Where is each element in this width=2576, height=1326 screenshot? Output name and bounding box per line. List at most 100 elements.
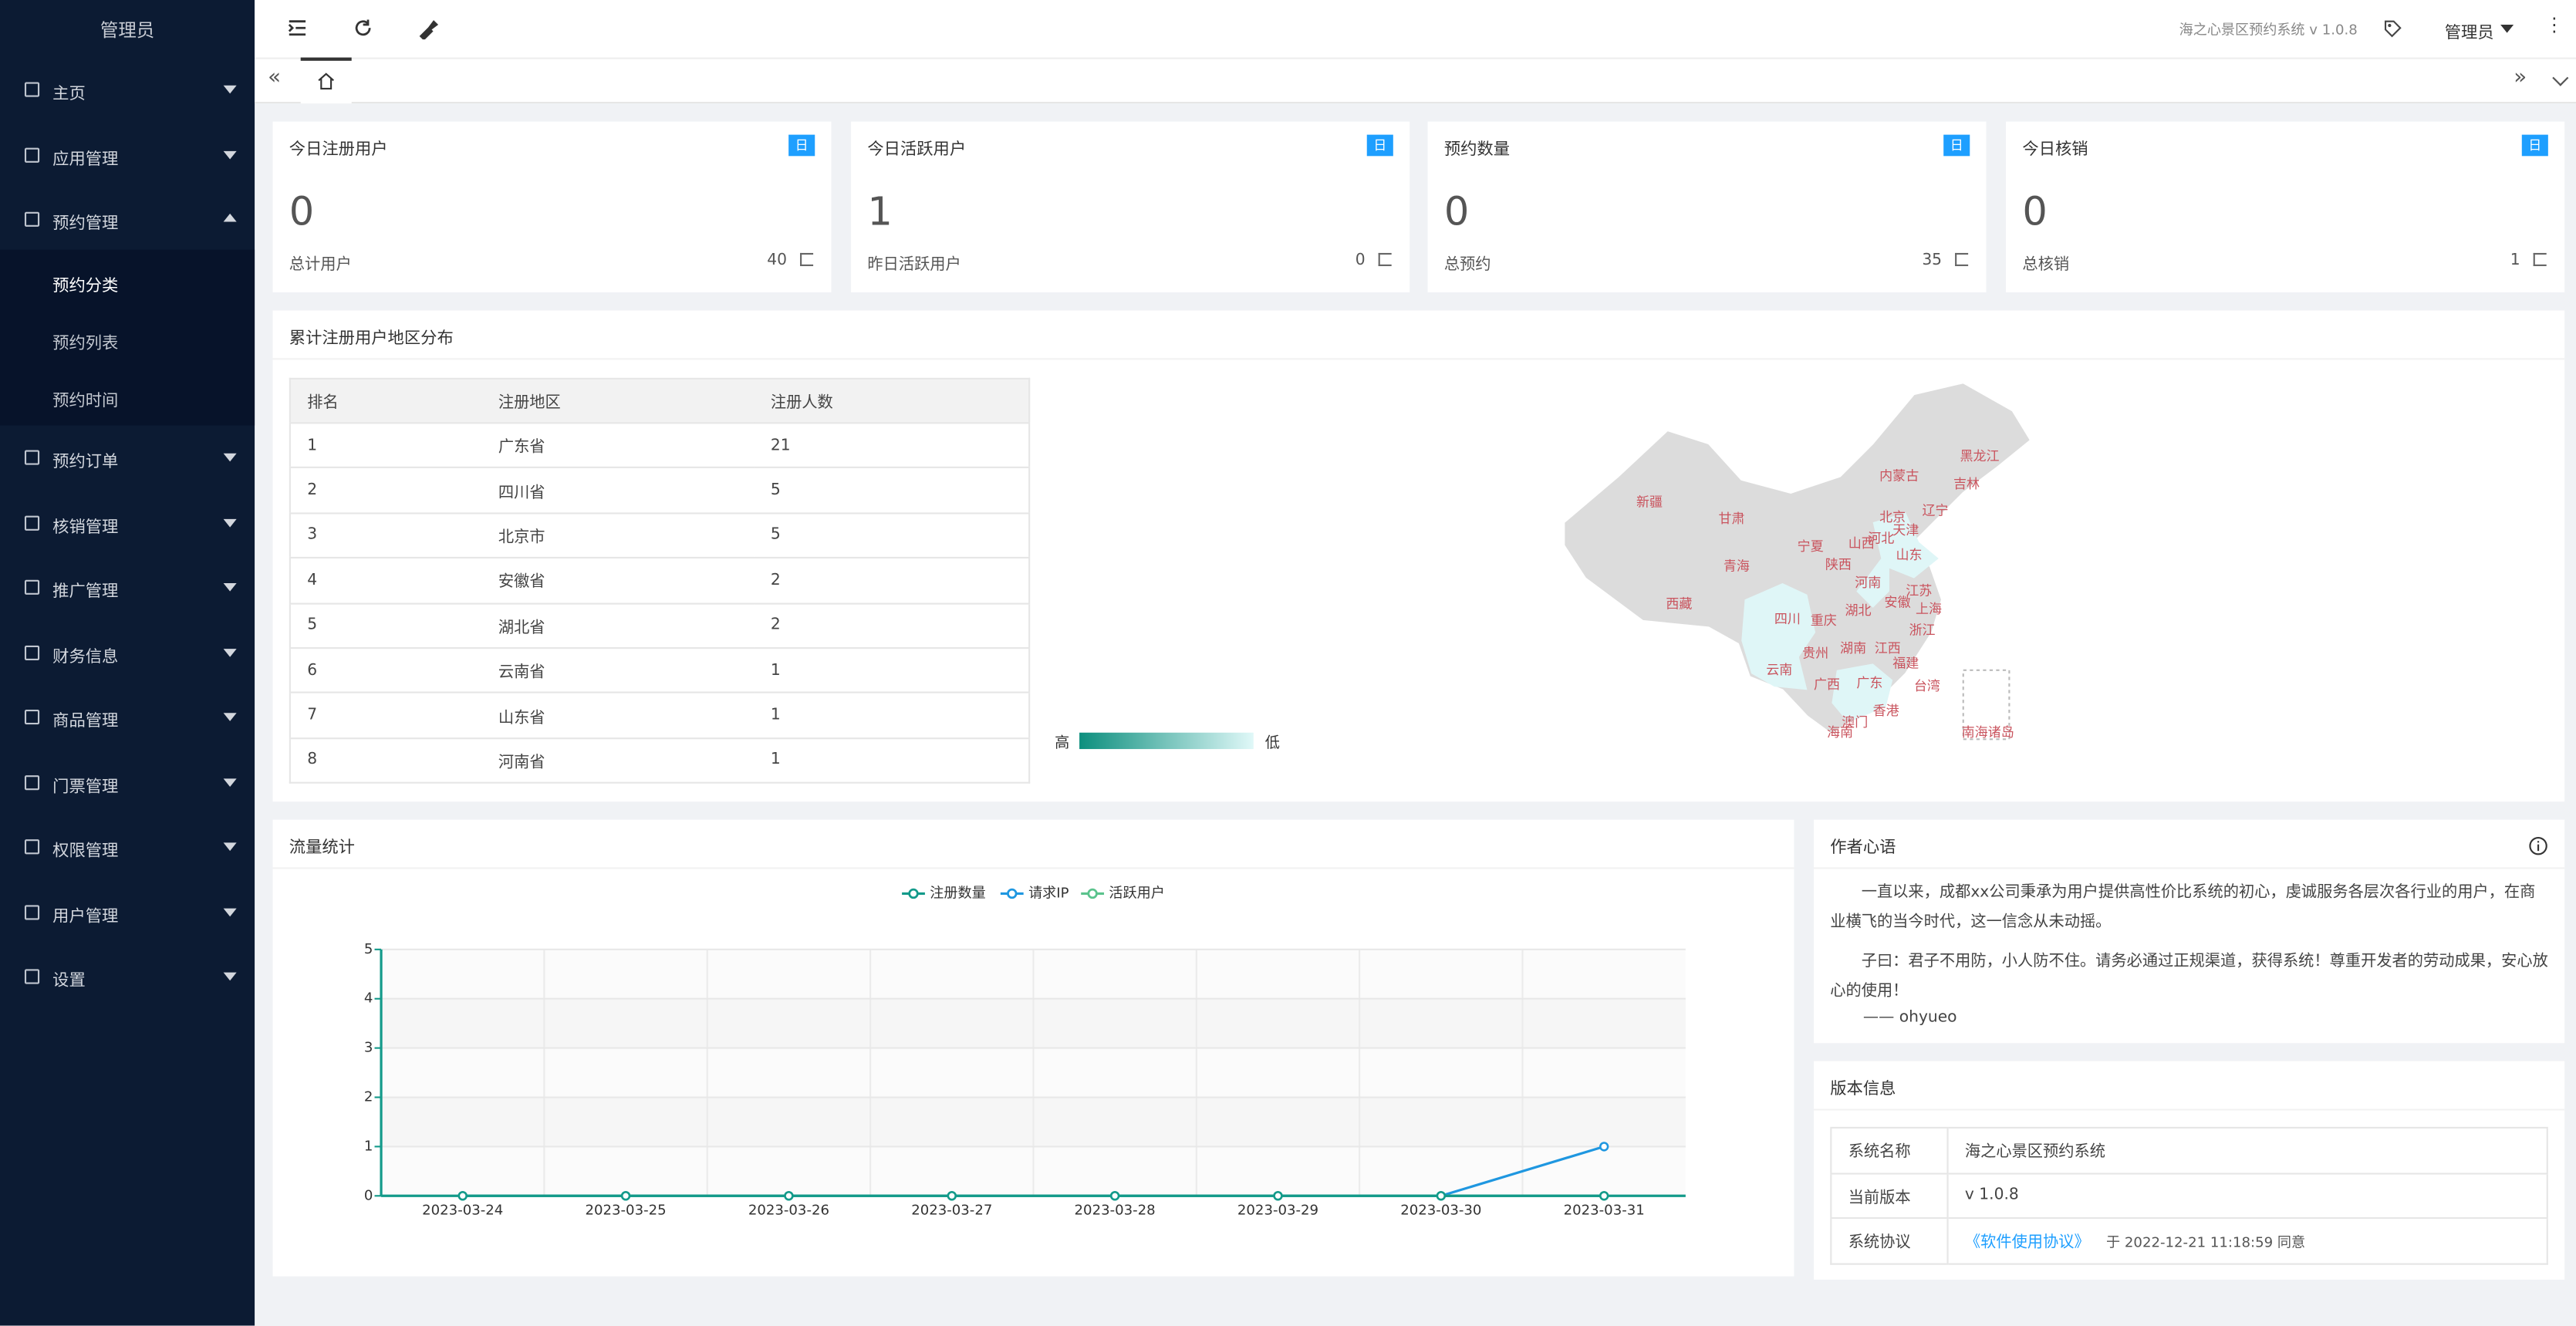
region-table: 排名 注册地区 注册人数 1 广东省 21 2 四川省 5 3 北京市 5 4 安徽省 2 5 湖北省 2 6 云南省… [289,377,1031,784]
legend-high: 高 [1055,736,1070,753]
menu-caret [223,582,237,592]
menu-item[interactable]: 预约订单 [0,440,255,474]
menu-item[interactable]: 设置 [0,960,255,993]
map-label: 云南 [1766,663,1792,678]
legend-label: 注册数量 [930,885,985,901]
map-label: 江苏 [1906,584,1932,599]
table-cell: 北京市 [498,528,545,548]
map-label: 澳门 [1842,715,1868,730]
user-menu[interactable]: 管理员 [2444,24,2494,43]
x-tick-label: 2023-03-29 [1237,1202,1318,1218]
sidebar: 管理员 主页 应用管理 预约管理 预约订单 核销管理 推广管理 财务信息 商品管理 门票管理 权限管… [0,0,255,1326]
menu-item[interactable]: 财务信息 [0,635,255,668]
menu-toggle[interactable] [288,18,308,38]
map-region-high [1832,663,1893,723]
menu-item[interactable]: 商品管理 [0,700,255,733]
menu-icon [24,904,40,919]
divider [1813,1108,2565,1111]
map-label: 黑龙江 [1960,449,2000,464]
x-tick-label: 2023-03-25 [585,1202,666,1218]
legend-swatch-dot [1087,888,1098,899]
author-paragraph: 一直以来，成都xx公司秉承为用户提供高性价比系统的初心，虔诚服务各层次各行业的用… [1830,883,2536,932]
menu-icon [24,211,40,227]
map-region-high [1741,582,1816,690]
divider [272,867,1794,869]
tab-next[interactable]: » [2514,66,2527,91]
flag-icon [2533,252,2547,266]
map-label: 四川 [1774,612,1801,627]
info-icon[interactable] [2528,836,2548,856]
menu-item[interactable]: 预约管理 [0,202,255,235]
menu-icon [24,709,40,725]
menu-item[interactable]: 权限管理 [0,829,255,862]
row-value: 《软件使用协议》于 2022-12-21 11:18:59 同意 [1948,1218,2547,1264]
version-panel: 版本信息 系统名称 海之心景区预约系统 当前版本 v 1.0.8 系统协议 《软件使用协议… [1813,1061,2565,1280]
clear-cache[interactable] [417,18,439,40]
data-point [1599,1191,1609,1201]
tag-icon[interactable] [2384,20,2402,38]
map-label: 陕西 [1825,558,1852,573]
data-point [1436,1191,1447,1201]
home-tab[interactable] [300,57,352,104]
map-label: 海南 [1827,725,1853,741]
map-label: 台湾 [1914,679,1940,694]
submenu-item[interactable]: 预约分类 [52,277,119,296]
menu-label: 预约管理 [52,214,119,234]
map-label: 浙江 [1909,623,1935,639]
y-tick-label: 4 [364,990,373,1007]
y-tick-label: 5 [364,941,373,957]
y-tick-label: 0 [364,1187,373,1203]
menu-label: 预约订单 [52,453,119,472]
menu-label: 核销管理 [52,518,119,537]
panel-title: 累计注册用户地区分布 [289,330,454,349]
row-value: 海之心景区预约系统 [1948,1128,2547,1173]
table-cell: 山东省 [498,708,545,727]
card-value: 1 [867,188,893,235]
menu-item[interactable]: 核销管理 [0,505,255,538]
data-point [784,1191,794,1201]
row-label: 系统协议 [1831,1218,1949,1264]
panel-title: 流量统计 [289,839,355,858]
agreement-note: 于 2022-12-21 11:18:59 同意 [2106,1236,2306,1253]
submenu-item[interactable]: 预约列表 [52,335,119,353]
menu-icon [24,774,40,790]
agreement-link[interactable]: 《软件使用协议》 [1964,1234,2090,1253]
menu-item[interactable]: 应用管理 [0,137,255,170]
menu-item[interactable]: 主页 [0,73,255,106]
table-row: 6 云南省 1 [289,647,1030,693]
menu-caret [223,150,237,159]
table-row: 8 河南省 1 [289,737,1030,783]
card-sub-value: 1 [2510,251,2520,270]
card-value: 0 [2022,188,2048,235]
header-cell: 排名 [307,394,339,413]
data-point [1599,1142,1609,1152]
table-row: 4 安徽省 2 [289,558,1030,602]
menu-item[interactable]: 门票管理 [0,764,255,798]
card-sub-label: 总预约 [1443,256,1491,275]
data-point [1273,1191,1283,1201]
tab-prev[interactable]: « [268,66,282,91]
row-label: 当前版本 [1831,1172,1949,1219]
more[interactable]: · · · [2551,8,2557,43]
menu-item[interactable]: 推广管理 [0,570,255,603]
table-row: 1 广东省 21 [289,423,1030,467]
menu-caret [223,518,237,527]
card-sub-label: 总核销 [2022,256,2070,275]
card-sub-value: 40 [767,251,788,270]
table-row: 3 北京市 5 [289,513,1030,558]
menu-label: 门票管理 [52,778,119,796]
map-label: 吉林 [1953,477,1980,492]
menu-item[interactable]: 用户管理 [0,895,255,928]
x-tick-label: 2023-03-28 [1075,1202,1156,1218]
user-caret[interactable] [2500,24,2514,33]
menu-caret [223,713,237,721]
header-cell: 注册地区 [498,394,561,413]
refresh[interactable] [353,18,373,38]
table-cell: 7 [307,706,318,725]
table-row: 2 四川省 5 [289,467,1030,513]
submenu-item[interactable]: 预约时间 [52,392,119,411]
panel-title: 版本信息 [1830,1081,1896,1099]
map-label: 山西 [1848,536,1875,552]
map-label: 重庆 [1811,613,1837,629]
menu-icon [24,515,40,530]
